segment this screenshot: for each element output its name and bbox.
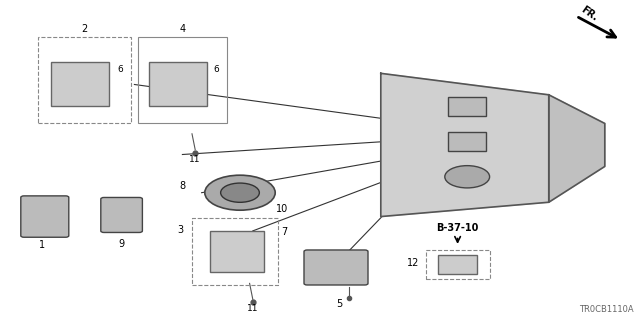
Text: 6: 6 xyxy=(214,65,220,74)
Polygon shape xyxy=(381,73,548,217)
Text: 9: 9 xyxy=(118,239,125,249)
Bar xyxy=(138,37,227,123)
Bar xyxy=(210,231,264,272)
FancyBboxPatch shape xyxy=(304,250,368,285)
Bar xyxy=(448,132,486,151)
Text: FR.: FR. xyxy=(579,4,600,23)
Text: B-37-10: B-37-10 xyxy=(436,223,479,233)
Circle shape xyxy=(205,175,275,210)
Text: 2: 2 xyxy=(82,24,88,34)
Circle shape xyxy=(445,166,490,188)
Bar xyxy=(192,218,278,285)
Text: 12: 12 xyxy=(406,258,419,268)
Bar xyxy=(38,37,131,123)
Text: 7: 7 xyxy=(282,228,288,237)
Text: 11: 11 xyxy=(189,155,201,164)
Text: 6: 6 xyxy=(117,65,123,74)
Circle shape xyxy=(221,183,259,202)
Text: 5: 5 xyxy=(336,299,342,309)
Text: 10: 10 xyxy=(275,204,288,214)
FancyBboxPatch shape xyxy=(101,197,143,232)
Text: 8: 8 xyxy=(179,181,186,191)
Bar xyxy=(438,255,477,274)
Text: 11: 11 xyxy=(247,304,259,313)
Text: 4: 4 xyxy=(179,24,186,34)
FancyBboxPatch shape xyxy=(21,196,69,237)
Bar xyxy=(448,97,486,116)
Text: 1: 1 xyxy=(38,240,45,250)
Bar xyxy=(426,250,490,279)
Bar xyxy=(149,62,207,106)
Bar xyxy=(51,62,109,106)
Text: TR0CB1110A: TR0CB1110A xyxy=(579,305,634,314)
Text: 3: 3 xyxy=(177,225,184,235)
Polygon shape xyxy=(548,95,605,202)
